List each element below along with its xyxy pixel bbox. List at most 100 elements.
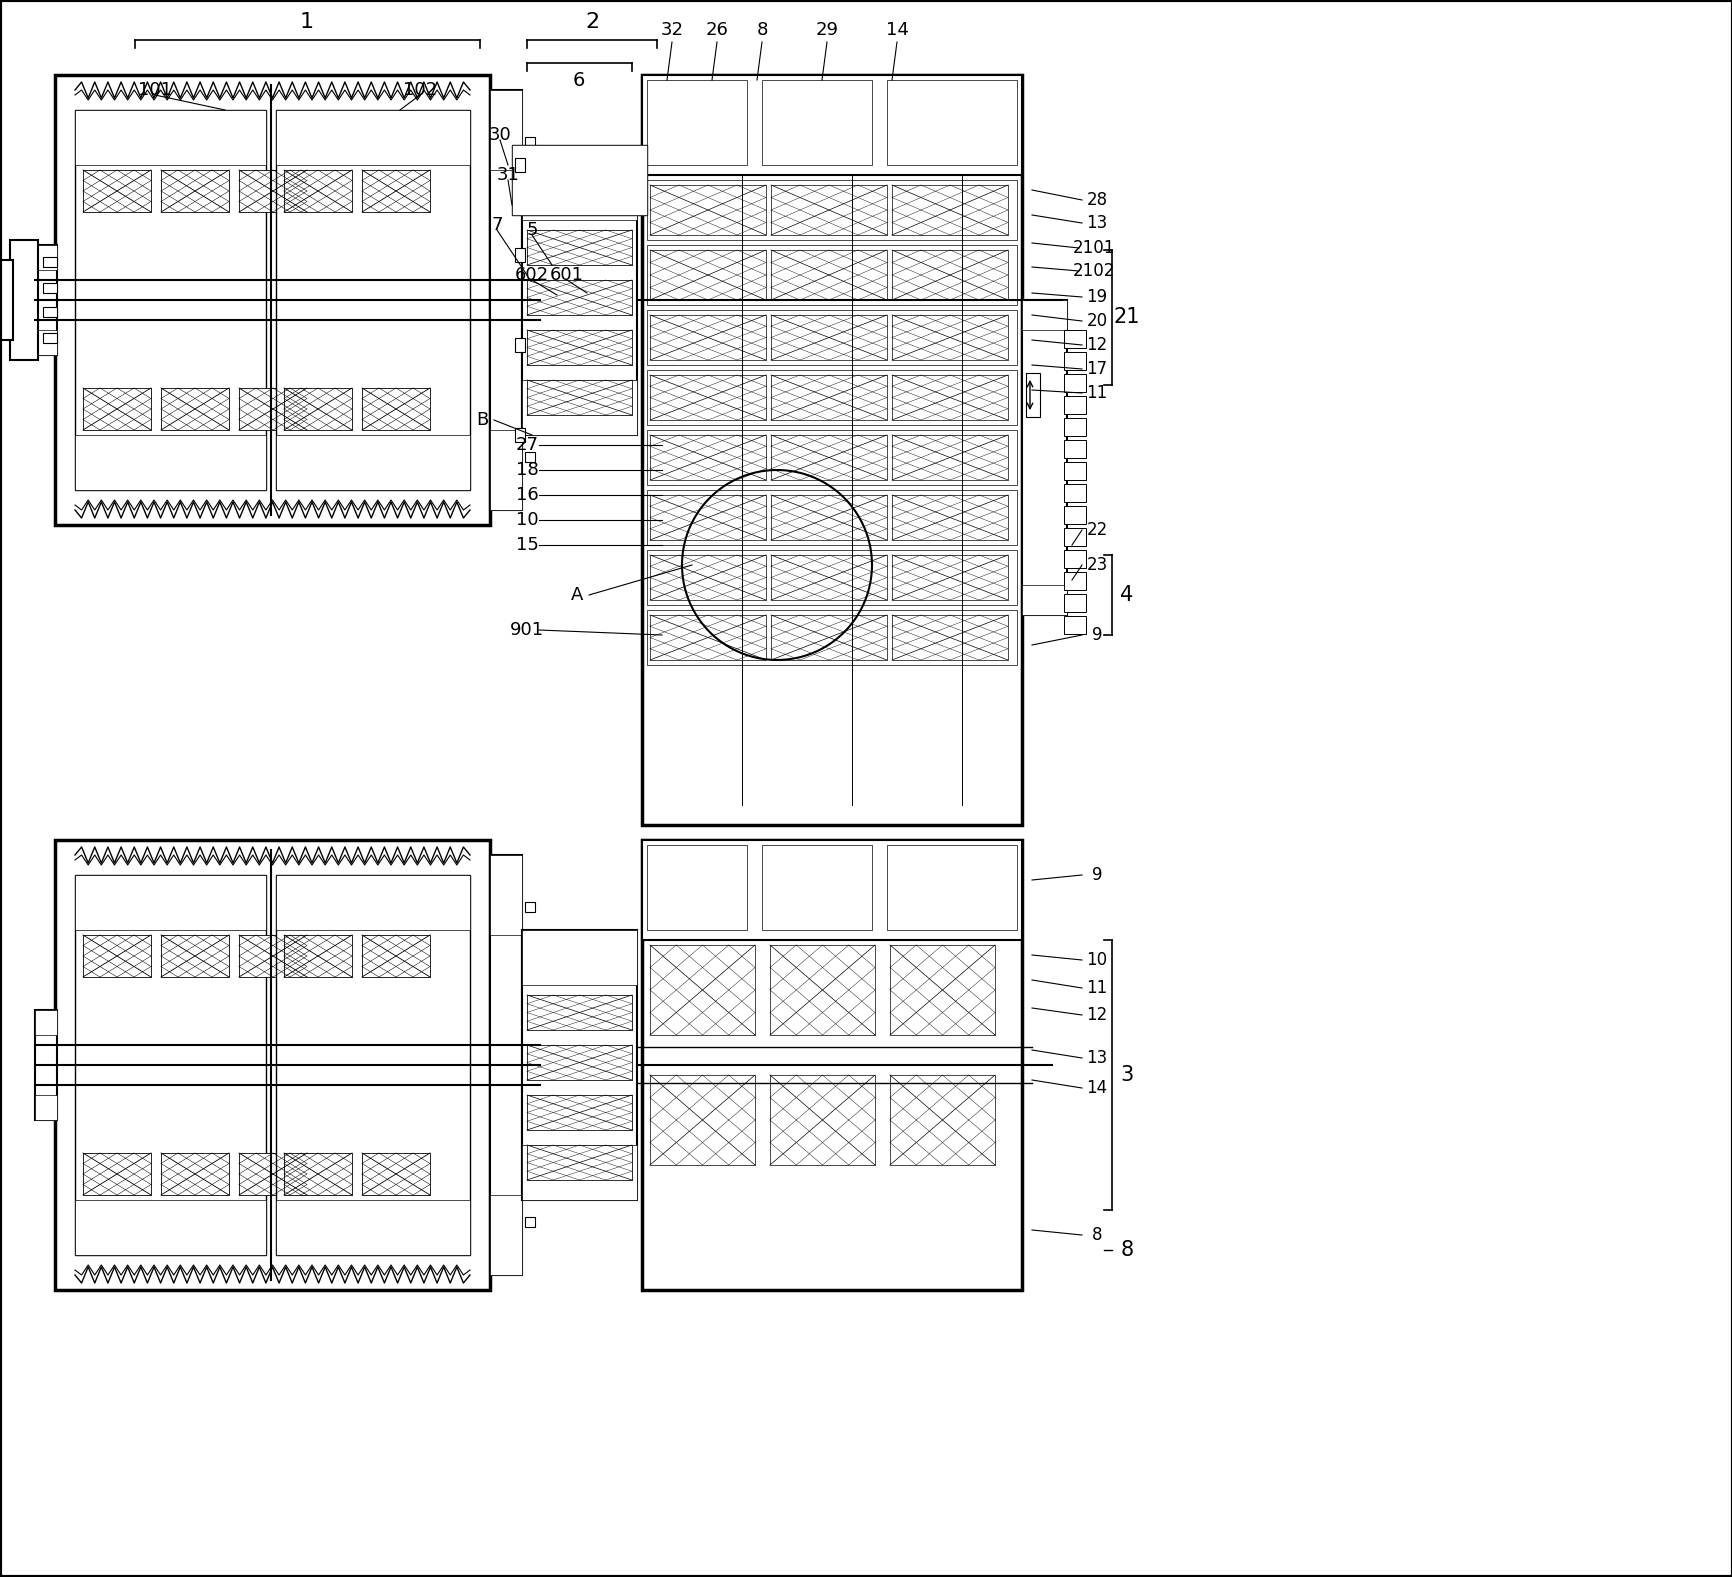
Text: 4: 4	[1119, 585, 1133, 606]
Bar	[0, 260, 14, 341]
Bar	[362, 170, 430, 211]
Text: 28: 28	[1086, 191, 1107, 210]
Bar	[43, 257, 57, 267]
Bar	[650, 555, 766, 599]
Bar	[527, 1094, 632, 1131]
Bar	[83, 1153, 151, 1195]
Bar	[490, 90, 521, 509]
Text: 8: 8	[1091, 1225, 1102, 1244]
Bar	[514, 427, 525, 442]
Bar	[490, 90, 521, 170]
Text: 22: 22	[1086, 520, 1107, 539]
Text: 11: 11	[1086, 979, 1107, 997]
Bar	[646, 431, 1017, 486]
Text: 18: 18	[516, 460, 539, 479]
Bar	[527, 995, 632, 1030]
Bar	[74, 875, 265, 1255]
Bar	[525, 453, 535, 462]
Bar	[769, 1076, 875, 1165]
Bar	[275, 1200, 469, 1255]
Text: 10: 10	[516, 511, 539, 528]
Bar	[514, 158, 525, 172]
Bar	[74, 875, 265, 930]
Text: 12: 12	[1086, 1006, 1107, 1023]
Bar	[527, 380, 632, 415]
Text: 9: 9	[1091, 866, 1102, 885]
Bar	[35, 244, 57, 270]
Bar	[490, 1195, 521, 1274]
Bar	[43, 308, 57, 317]
Bar	[641, 76, 1022, 825]
Bar	[521, 930, 637, 986]
Text: 32: 32	[660, 21, 682, 39]
Bar	[521, 166, 637, 221]
Text: 7: 7	[490, 216, 502, 233]
Bar	[275, 110, 469, 490]
Text: 101: 101	[139, 80, 171, 99]
Bar	[527, 1046, 632, 1080]
Text: B: B	[476, 412, 488, 429]
Bar	[1063, 550, 1086, 568]
Bar	[239, 170, 307, 211]
Text: 19: 19	[1086, 289, 1107, 306]
Bar	[74, 110, 265, 166]
Text: 30: 30	[488, 126, 511, 144]
Bar	[641, 76, 1022, 175]
Bar	[284, 388, 352, 431]
Bar	[35, 244, 57, 355]
Bar	[650, 251, 766, 300]
Text: 601: 601	[549, 267, 584, 284]
Bar	[239, 935, 307, 978]
Bar	[771, 315, 887, 360]
Bar	[646, 311, 1017, 364]
Bar	[161, 1153, 229, 1195]
Bar	[1063, 506, 1086, 524]
Bar	[646, 845, 746, 930]
Bar	[762, 80, 871, 166]
Bar	[83, 935, 151, 978]
Text: 2101: 2101	[1072, 240, 1115, 257]
Bar	[650, 615, 766, 661]
Bar	[74, 435, 265, 490]
Bar	[362, 388, 430, 431]
Bar	[771, 435, 887, 479]
Bar	[275, 875, 469, 930]
Bar	[1022, 300, 1067, 330]
Bar	[771, 615, 887, 661]
Text: 8: 8	[755, 21, 767, 39]
Bar	[646, 244, 1017, 304]
Bar	[771, 495, 887, 539]
Bar	[1063, 374, 1086, 393]
Bar	[646, 80, 746, 166]
Bar	[892, 185, 1008, 235]
Bar	[527, 1094, 632, 1131]
Text: 102: 102	[404, 80, 436, 99]
Bar	[74, 110, 265, 490]
Bar	[887, 845, 1017, 930]
Bar	[646, 490, 1017, 546]
Text: 5: 5	[527, 221, 537, 240]
Bar	[1063, 440, 1086, 457]
Bar	[490, 431, 521, 509]
Bar	[511, 145, 646, 214]
Bar	[646, 180, 1017, 240]
Bar	[161, 935, 229, 978]
Bar	[525, 1217, 535, 1227]
Bar	[650, 1076, 755, 1165]
Bar	[83, 170, 151, 211]
Bar	[641, 841, 1022, 940]
Bar	[43, 333, 57, 344]
Bar	[1063, 484, 1086, 501]
Bar	[55, 76, 490, 525]
Bar	[527, 230, 632, 265]
Text: 14: 14	[1086, 1079, 1107, 1098]
Text: 14: 14	[885, 21, 908, 39]
Bar	[35, 1009, 57, 1035]
Text: 3: 3	[1119, 1064, 1133, 1085]
Bar	[525, 251, 535, 260]
Bar	[527, 1046, 632, 1080]
Text: 11: 11	[1086, 385, 1107, 402]
Bar	[650, 315, 766, 360]
Bar	[892, 495, 1008, 539]
Bar	[161, 388, 229, 431]
